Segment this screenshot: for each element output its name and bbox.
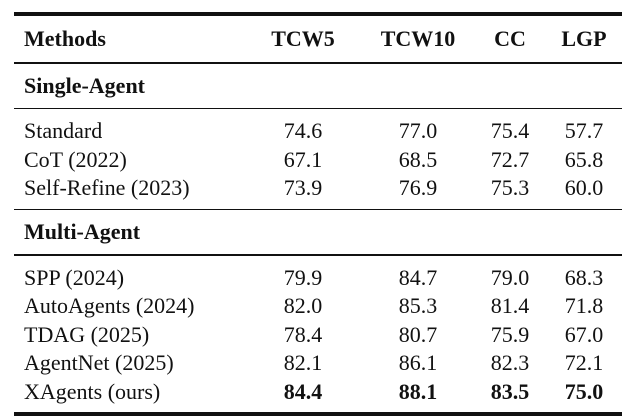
value-lgp: 75.0 xyxy=(564,378,604,404)
value-lgp: 67.0 xyxy=(564,321,604,347)
value-lgp: 68.3 xyxy=(564,264,604,290)
method-name: TDAG (2025) xyxy=(24,321,150,347)
section-rule xyxy=(14,107,622,109)
section-rule xyxy=(14,254,622,256)
top-rule xyxy=(14,12,622,16)
table-row: AgentNet (2025) 82.1 86.1 82.3 72.1 xyxy=(14,349,622,378)
value-lgp: 65.8 xyxy=(564,146,604,172)
value-tcw10: 88.1 xyxy=(398,378,438,404)
table-row: CoT (2022) 67.1 68.5 72.7 65.8 xyxy=(14,146,622,175)
table-row-ours: XAgents (ours) 84.4 88.1 83.5 75.0 xyxy=(14,378,622,407)
value-tcw5: 74.6 xyxy=(283,118,323,144)
value-lgp: 57.7 xyxy=(564,118,604,144)
value-tcw5: 78.4 xyxy=(283,321,323,347)
section-title-multi-agent: Multi-Agent xyxy=(14,210,622,254)
results-table: Methods TCW5 TCW10 CC LGP Single-Agent S… xyxy=(14,12,622,416)
value-cc: 75.4 xyxy=(490,118,530,144)
table-row: AutoAgents (2024) 82.0 85.3 81.4 71.8 xyxy=(14,292,622,321)
section-label: Multi-Agent xyxy=(24,219,141,244)
value-tcw10: 85.3 xyxy=(398,293,438,319)
value-tcw10: 68.5 xyxy=(398,146,438,172)
value-tcw5: 73.9 xyxy=(283,175,323,201)
value-tcw5: 79.9 xyxy=(283,264,323,290)
value-tcw5: 82.0 xyxy=(283,293,323,319)
value-cc: 83.5 xyxy=(490,378,530,404)
value-tcw5: 67.1 xyxy=(283,146,323,172)
value-tcw10: 86.1 xyxy=(398,350,438,376)
table-row: Standard 74.6 77.0 75.4 57.7 xyxy=(14,117,622,146)
method-name: Self-Refine (2023) xyxy=(24,175,190,201)
value-tcw10: 80.7 xyxy=(398,321,438,347)
header-lgp: LGP xyxy=(561,26,607,51)
header-tcw5: TCW5 xyxy=(271,26,335,51)
value-cc: 82.3 xyxy=(490,350,530,376)
value-cc: 81.4 xyxy=(490,293,530,319)
value-cc: 79.0 xyxy=(490,264,530,290)
method-name: XAgents (ours) xyxy=(24,378,161,404)
method-name: CoT (2022) xyxy=(24,146,127,172)
value-tcw10: 76.9 xyxy=(398,175,438,201)
value-lgp: 71.8 xyxy=(564,293,604,319)
section-title-single-agent: Single-Agent xyxy=(14,64,622,108)
table-row: SPP (2024) 79.9 84.7 79.0 68.3 xyxy=(14,264,622,293)
header-tcw10: TCW10 xyxy=(380,26,456,51)
value-lgp: 60.0 xyxy=(564,175,604,201)
table-row: Self-Refine (2023) 73.9 76.9 75.3 60.0 xyxy=(14,174,622,203)
value-tcw5: 82.1 xyxy=(283,350,323,376)
header-rule xyxy=(14,62,622,64)
method-name: Standard xyxy=(24,118,103,144)
section-label: Single-Agent xyxy=(24,72,145,98)
value-cc: 75.9 xyxy=(490,321,530,347)
table-row: TDAG (2025) 78.4 80.7 75.9 67.0 xyxy=(14,321,622,350)
group-rule xyxy=(14,208,622,210)
value-lgp: 72.1 xyxy=(564,350,604,376)
method-name: AutoAgents (2024) xyxy=(24,293,195,319)
value-cc: 72.7 xyxy=(490,146,530,172)
value-cc: 75.3 xyxy=(490,175,530,201)
method-name: SPP (2024) xyxy=(24,264,125,290)
method-name: AgentNet (2025) xyxy=(24,350,174,376)
header-cc: CC xyxy=(494,26,526,51)
value-tcw5: 84.4 xyxy=(283,378,323,404)
table-header-row: Methods TCW5 TCW10 CC LGP xyxy=(14,16,622,62)
value-tcw10: 77.0 xyxy=(398,118,438,144)
header-methods: Methods xyxy=(24,26,106,51)
bottom-rule xyxy=(14,412,622,416)
value-tcw10: 84.7 xyxy=(398,264,438,290)
